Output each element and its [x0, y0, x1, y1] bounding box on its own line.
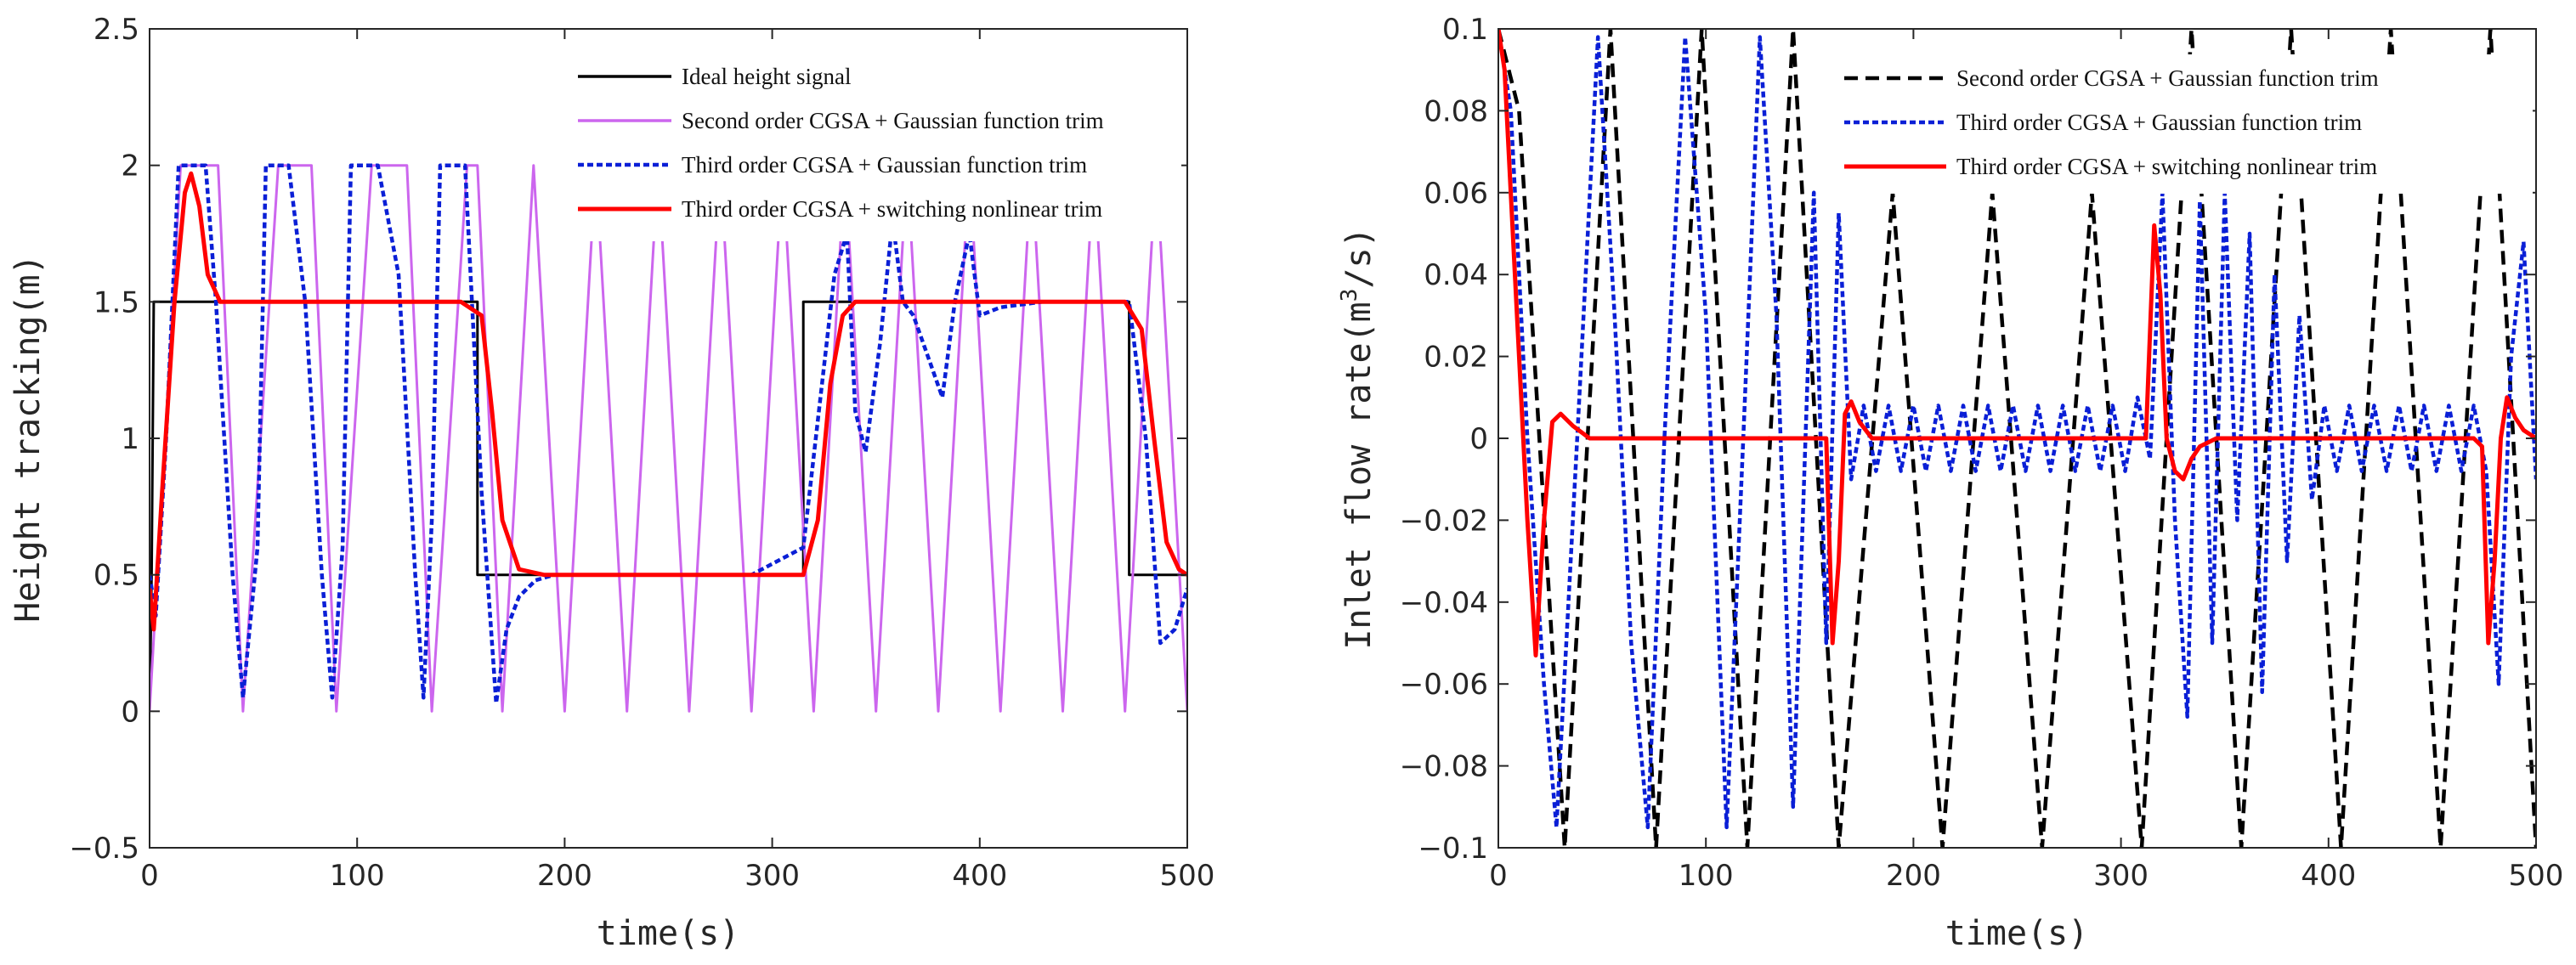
chart1-ytick-label: −0.08 [1400, 750, 1488, 784]
chart0-legend-label-2: Third order CGSA + Gaussian function tri… [682, 152, 1087, 178]
chart0-ylabel: Height tracking(m) [8, 254, 48, 622]
chart1-ytick-label: 0.08 [1424, 94, 1488, 128]
chart1-xlabel: time(s) [1945, 914, 2089, 953]
chart1-ytick-label: −0.06 [1400, 668, 1488, 702]
chart0-legend-label-1: Second order CGSA + Gaussian function tr… [682, 108, 1104, 133]
chart1-legend-label-2: Third order CGSA + switching nonlinear t… [1956, 154, 2377, 179]
chart0-series-2-line [150, 163, 1187, 705]
chart1-xtick-label: 100 [1679, 859, 1734, 893]
chart1-legend: Second order CGSA + Gaussian function tr… [1836, 54, 2533, 194]
chart0-ytick-label: 0.5 [93, 559, 139, 593]
chart1-ticks-group: 0 100 200 300 400 500 −0.1 −0.08 −0.06 −0.04 −0.02… [1400, 13, 2564, 893]
chart1-ytick-label: 0.1 [1442, 13, 1488, 47]
chart1-ylabel-end: /s) [1339, 227, 1379, 288]
chart0-ticks-group: 0 100 200 300 400 500−0.500.511.522.5 [69, 13, 1214, 893]
chart0-series-1-line [150, 164, 1187, 713]
chart0-legend-label-3: Third order CGSA + switching nonlinear t… [682, 196, 1102, 222]
chart1-ytick-label: −0.1 [1418, 832, 1488, 866]
chart0-ytick-label: −0.5 [69, 832, 139, 866]
chart0-ytick-label: 0 [121, 695, 139, 729]
chart0-legend-label-0: Ideal height signal [682, 64, 851, 89]
chart0-ytick-label: 2 [121, 150, 139, 183]
chart0-xtick-label: 100 [330, 859, 385, 893]
chart1-ytick-label: 0 [1469, 422, 1488, 456]
chart0-xtick-label: 200 [537, 859, 592, 893]
chart0-ytick-label: 2.5 [93, 13, 139, 47]
chart1-legend-label-0: Second order CGSA + Gaussian function tr… [1956, 65, 2379, 91]
chart0-xtick-label: 400 [952, 859, 1007, 893]
chart0-series-3-line [150, 171, 1187, 632]
chart1-ylabel: Inlet flow rate(m3/s) [1337, 227, 1379, 649]
chart1-ylabel-sup: 3 [1337, 289, 1362, 302]
chart0-ytick-label: 1.5 [93, 285, 139, 319]
chart1-xtick-label: 400 [2301, 859, 2356, 893]
chart1-legend-label-1: Third order CGSA + Gaussian function tri… [1956, 110, 2362, 135]
chart0-xlabel: time(s) [597, 914, 740, 953]
chart0-xtick-label: 300 [744, 859, 800, 893]
chart1-xtick-label: 200 [1886, 859, 1941, 893]
chart1-xtick-label: 300 [2093, 859, 2149, 893]
chart0-legend: Ideal height signal Second order CGSA + G… [569, 56, 1181, 241]
chart1-legend-box [1836, 54, 2533, 194]
inlet-flow-rate-chart: 0 100 200 300 400 500 −0.1 −0.08 −0.06 −0.04 −0.02… [1337, 13, 2563, 953]
chart0-xtick-label: 0 [140, 859, 159, 893]
chart0-ytick-label: 1 [121, 422, 139, 456]
chart1-ylabel-main: Inlet flow rate(m [1339, 302, 1379, 649]
chart1-ytick-label: 0.02 [1424, 341, 1488, 375]
chart1-ytick-label: 0.06 [1424, 177, 1488, 211]
chart1-ytick-label: −0.02 [1400, 504, 1488, 538]
chart1-xtick-label: 0 [1489, 859, 1508, 893]
chart1-series-2-line [1498, 29, 2536, 657]
chart1-ytick-label: 0.04 [1424, 258, 1488, 292]
chart1-xtick-label: 500 [2509, 859, 2564, 893]
chart0-xtick-label: 500 [1160, 859, 1215, 893]
height-tracking-chart: 0 100 200 300 400 500−0.500.511.522.5 time(s)… [8, 13, 1214, 953]
chart1-series-1-line [1498, 29, 2536, 830]
chart1-ytick-label: −0.04 [1400, 586, 1488, 620]
